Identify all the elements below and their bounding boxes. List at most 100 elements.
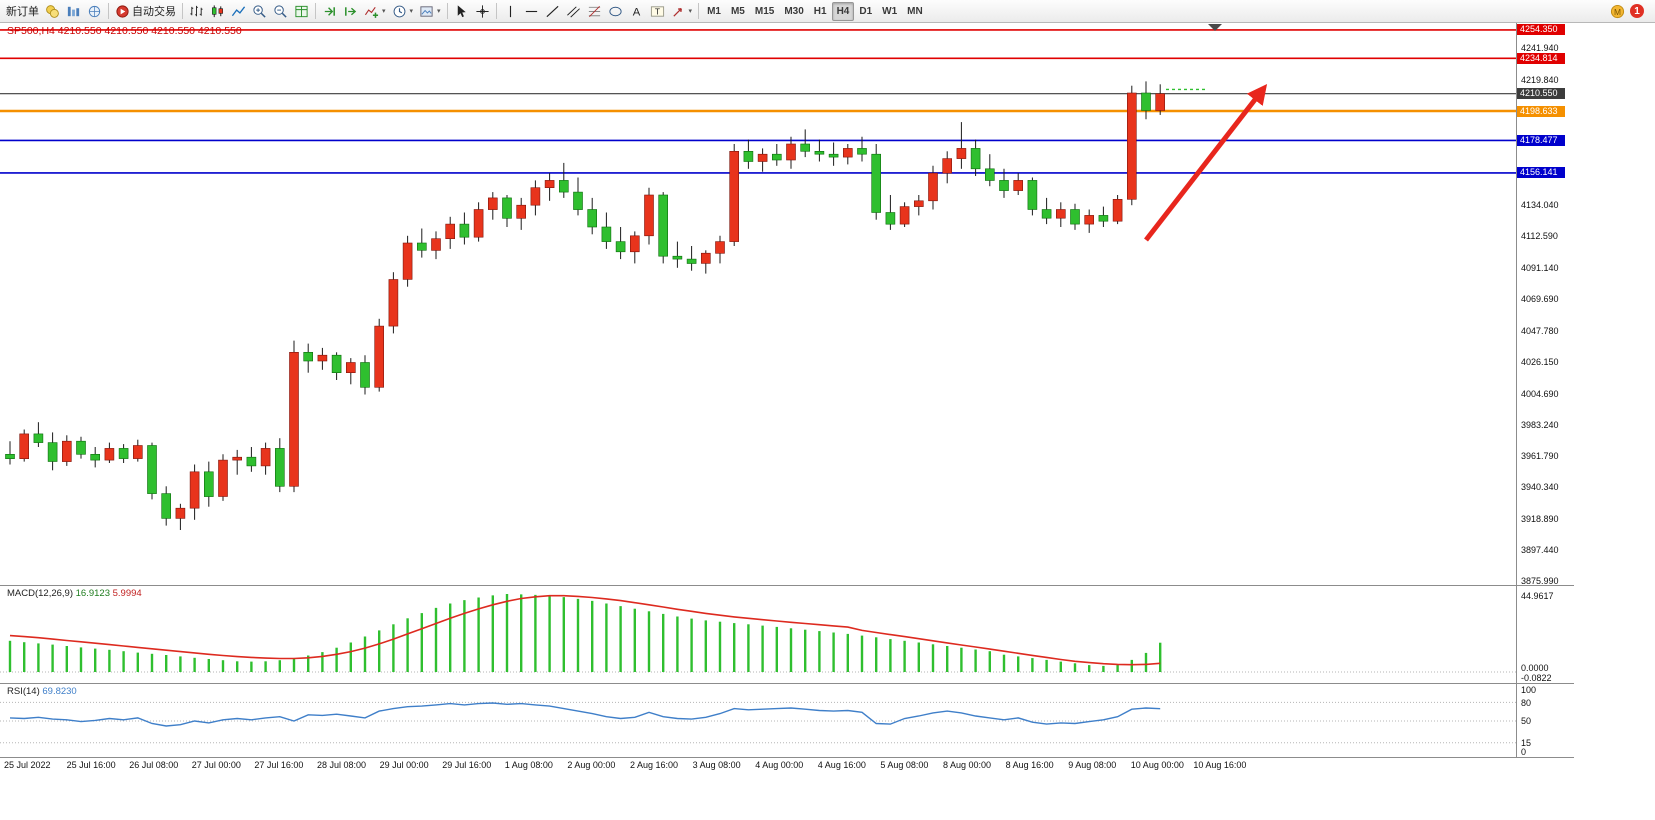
time-axis-label: 10 Aug 16:00	[1193, 760, 1247, 770]
time-axis-label: 5 Aug 08:00	[880, 760, 929, 770]
price-chart-canvas[interactable]	[0, 0, 1655, 800]
templates-icon	[419, 4, 434, 19]
trend-arrow-annotation[interactable]	[1144, 84, 1268, 242]
rsi-panel-divider[interactable]	[0, 683, 1574, 684]
timeframe-d1-button[interactable]: D1	[854, 2, 877, 21]
auto-scroll-button[interactable]	[319, 2, 340, 21]
text-tool-button[interactable]: A	[626, 2, 647, 21]
community-globe-icon	[87, 4, 102, 19]
community-globe-button[interactable]	[84, 2, 105, 21]
text-tool-icon: A	[629, 4, 644, 19]
bar-chart-mode-button[interactable]	[186, 2, 207, 21]
price-tick-label: 3983.240	[1521, 419, 1559, 430]
arrows-tool-icon	[671, 4, 686, 19]
channel-tool-icon	[566, 4, 581, 19]
templates-button[interactable]: ▾	[416, 2, 444, 21]
auto-trading-icon	[115, 4, 130, 19]
time-axis-label: 4 Aug 00:00	[755, 760, 804, 770]
chart-shift-button[interactable]	[340, 2, 361, 21]
timeframe-m5-button[interactable]: M5	[726, 2, 750, 21]
timeframe-h4-button[interactable]: H4	[831, 1, 855, 21]
toolbar-separator	[698, 3, 700, 19]
time-axis-label: 4 Aug 16:00	[817, 760, 866, 770]
price-tick-label: 4112.590	[1521, 231, 1558, 242]
timeframe-w1-button[interactable]: W1	[877, 2, 902, 21]
line-chart-mode-button[interactable]	[228, 2, 249, 21]
indicators-button[interactable]: ▾	[361, 2, 389, 21]
shapes-tool-icon	[608, 4, 623, 19]
macd-scale-label: 0.0000	[1521, 662, 1549, 673]
trendline-tool-button[interactable]	[542, 2, 563, 21]
dropdown-caret-icon: ▾	[437, 8, 441, 15]
time-axis-label: 25 Jul 16:00	[66, 760, 116, 770]
symbol-header: SP500,H4 4210.550 4210.550 4210.550 4210…	[7, 25, 242, 37]
market-depth-button[interactable]	[63, 2, 84, 21]
cursor-tool-button[interactable]	[451, 2, 472, 21]
arrows-tool-button[interactable]: ▾	[668, 2, 696, 21]
chart-shift-icon	[343, 4, 358, 19]
rsi-scale-label: 15	[1521, 737, 1532, 748]
timeframe-m30-button[interactable]: M30	[779, 2, 808, 21]
price-tick-label: 3940.340	[1521, 482, 1559, 493]
price-tick-label: 3875.990	[1521, 576, 1559, 586]
tile-windows-icon	[294, 4, 309, 19]
dropdown-caret-icon: ▾	[688, 8, 693, 15]
time-axis-label: 29 Jul 00:00	[379, 760, 429, 770]
macd-signal-line	[9, 594, 1161, 666]
price-tick-label: 3897.440	[1521, 544, 1559, 555]
text-label-tool-icon: T	[650, 4, 665, 19]
auto-trading-button[interactable]: 自动交易	[112, 2, 179, 21]
toolbar: 新订单 自动交易 ▾ ▾ ▾ A T ▾ M1 M5 M15 M30 H1 H4 D1 W1 MN M 1	[0, 0, 1655, 23]
candle-chart-mode-button[interactable]	[207, 2, 228, 21]
text-label-tool-button[interactable]: T	[647, 2, 668, 21]
fibonacci-tool-icon	[587, 4, 602, 19]
bar-chart-mode-icon	[189, 4, 204, 19]
support-line-2-price-label: 4156.141	[1517, 167, 1565, 179]
time-axis-label: 8 Aug 00:00	[943, 760, 992, 770]
fibonacci-tool-button[interactable]	[584, 2, 605, 21]
coins-button[interactable]	[42, 2, 63, 21]
vertical-line-tool-button[interactable]	[500, 2, 521, 21]
new-order-button[interactable]: 新订单	[3, 2, 42, 21]
rsi-value: 69.8230	[42, 686, 77, 697]
auto-trading-label: 自动交易	[132, 6, 176, 18]
zoom-out-button[interactable]	[270, 2, 291, 21]
dropdown-caret-icon: ▾	[409, 8, 414, 15]
price-tick-label: 4004.690	[1521, 388, 1559, 399]
new-order-label: 新订单	[6, 6, 39, 18]
crosshair-tool-icon	[475, 4, 490, 19]
crosshair-tool-button[interactable]	[472, 2, 493, 21]
cursor-tool-icon	[454, 4, 469, 19]
timeframe-mn-button[interactable]: MN	[902, 2, 928, 21]
periods-button[interactable]: ▾	[389, 2, 417, 21]
candle-chart-mode-icon	[210, 4, 225, 19]
rsi-scale-label: 100	[1521, 685, 1537, 695]
timeframe-h1-button[interactable]: H1	[809, 2, 832, 21]
vertical-line-tool-icon	[503, 4, 518, 19]
zoom-in-button[interactable]	[249, 2, 270, 21]
tile-windows-button[interactable]	[291, 2, 312, 21]
resistance-line-2-price-label: 4234.814	[1517, 52, 1565, 64]
price-tick-label: 4047.780	[1521, 325, 1559, 336]
macd-panel-divider[interactable]	[0, 585, 1574, 586]
macd-scale-label: -0.0822	[1521, 672, 1552, 683]
community-icon: M	[1610, 4, 1625, 19]
channel-tool-button[interactable]	[563, 2, 584, 21]
toolbar-separator	[495, 3, 497, 19]
time-axis-label: 2 Aug 00:00	[567, 760, 616, 770]
resistance-line-1-price-label: 4254.350	[1517, 24, 1565, 36]
horizontal-line-tool-button[interactable]	[521, 2, 542, 21]
macd-name: MACD(12,26,9)	[7, 588, 73, 599]
community-button[interactable]: M	[1607, 2, 1628, 21]
support-line-1-price-label: 4178.477	[1517, 134, 1565, 146]
notification-badge[interactable]: 1	[1630, 4, 1644, 18]
time-axis-label: 26 Jul 08:00	[129, 760, 179, 770]
rsi-label: RSI(14) 69.8230	[7, 686, 77, 697]
timeframe-m15-button[interactable]: M15	[750, 2, 779, 21]
chart-shift-marker-icon[interactable]	[1208, 24, 1222, 31]
candlesticks	[5, 81, 1165, 530]
macd-main-value: 16.9123	[75, 588, 110, 599]
timeframe-m1-button[interactable]: M1	[702, 2, 726, 21]
shapes-tool-button[interactable]	[605, 2, 626, 21]
